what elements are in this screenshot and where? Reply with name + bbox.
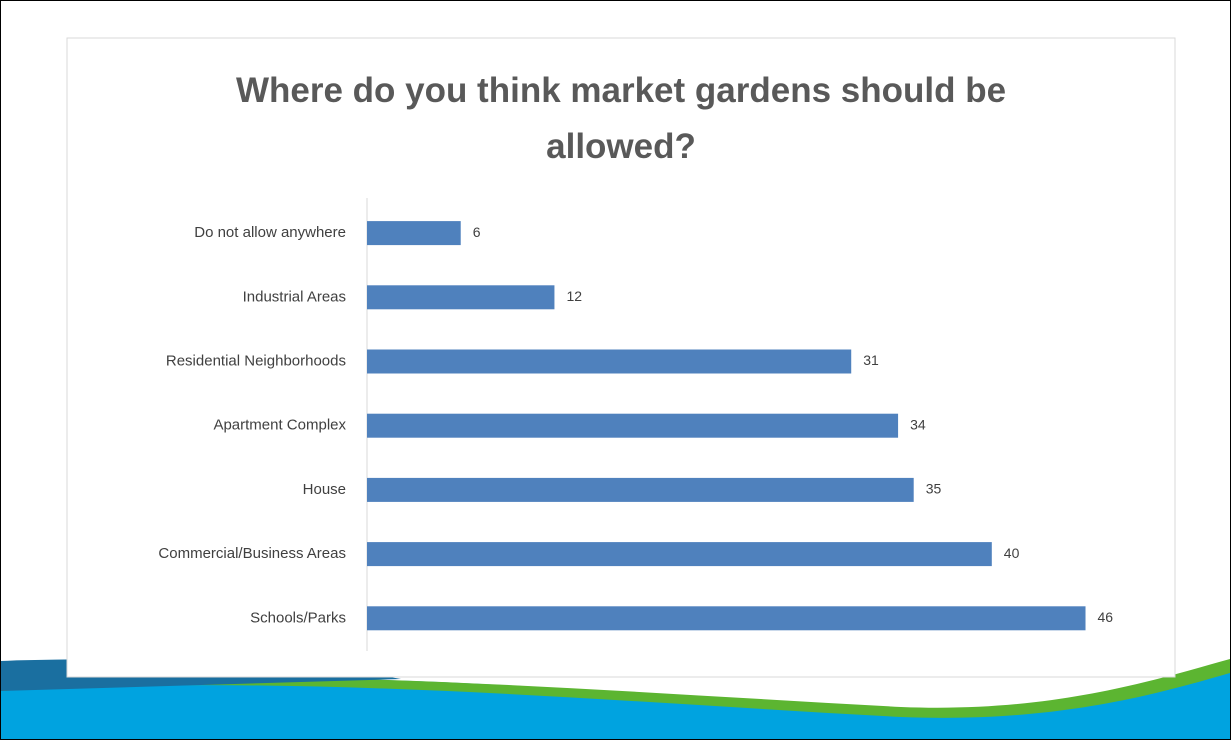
bar [367,606,1086,631]
category-label: Industrial Areas [243,288,346,305]
chart-title: Where do you think market gardens should… [235,71,1007,166]
bar [367,413,899,438]
category-label: Apartment Complex [213,417,346,434]
data-label: 6 [473,224,481,240]
bar [367,221,461,246]
bar [367,477,914,502]
bar [367,349,852,374]
bar [367,542,992,567]
data-label: 35 [926,481,942,497]
category-label: Residential Neighborhoods [166,352,346,369]
data-label: 34 [910,416,926,432]
category-label: Do not allow anywhere [194,224,346,241]
data-label: 40 [1004,545,1020,561]
bar [367,285,555,310]
data-label: 46 [1098,609,1114,625]
data-label: 12 [566,288,582,304]
category-label: Schools/Parks [250,609,346,626]
category-label: House [303,481,346,498]
category-label: Commercial/Business Areas [158,545,346,562]
data-label: 31 [863,352,879,368]
